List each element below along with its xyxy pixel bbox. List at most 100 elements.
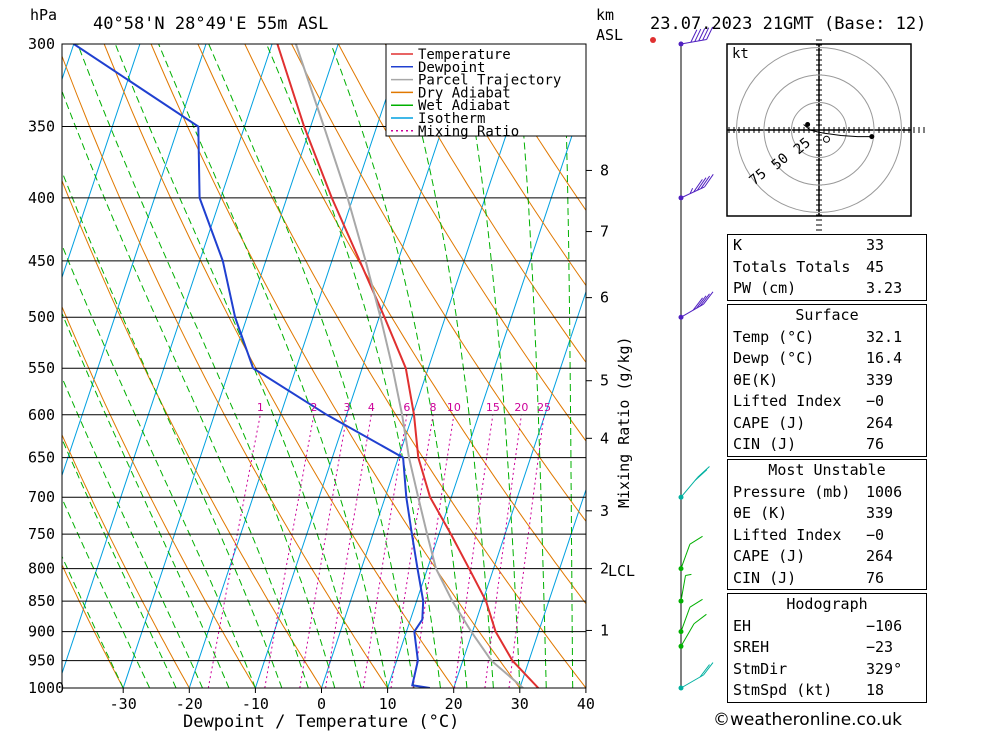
index-label: Lifted Index — [733, 392, 842, 410]
index-row: Lifted Index −0 — [728, 391, 926, 413]
wind-barb-half-flag — [685, 573, 692, 576]
surface-title: Surface — [795, 306, 859, 324]
index-label: StmDir — [733, 659, 788, 678]
index-value: 3.23 — [866, 279, 903, 297]
wind-barb-flag — [697, 466, 710, 478]
wet-adiabat-line — [62, 170, 283, 688]
index-row: Totals Totals 45 — [728, 257, 926, 279]
hodograph-trace — [803, 124, 872, 138]
wind-barb-flag — [699, 664, 710, 678]
hpa-unit: hPa — [30, 6, 57, 24]
hodograph-point — [805, 122, 811, 127]
wind-barb-flag — [693, 179, 703, 193]
lcl-label: LCL — [608, 562, 635, 580]
mixing-ratio-label: 2 — [310, 401, 317, 414]
index-value: 339 — [866, 504, 894, 522]
index-value: 76 — [866, 435, 885, 453]
wind-barb-flag — [694, 469, 708, 481]
pressure-tick-label: 750 — [28, 525, 55, 543]
legend-entry: Wet Adiabat — [418, 98, 511, 114]
km-tick-label: 5 — [600, 372, 609, 390]
index-row: StmDir 329° — [728, 659, 926, 681]
index-value: 45 — [866, 257, 885, 276]
km-tick-label: 2 — [600, 560, 609, 578]
mixing-ratio-label: 6 — [403, 401, 410, 414]
mixing-ratio-line — [207, 414, 261, 688]
dry-adiabat-line — [337, 44, 586, 442]
index-label: EH — [733, 616, 752, 635]
index-value: 16.4 — [866, 349, 903, 367]
mixing-ratio-label: 20 — [514, 401, 528, 414]
index-row: CIN (J) 76 — [728, 434, 926, 456]
hodograph-ring — [791, 102, 847, 158]
x-tick-label: 0 — [317, 695, 326, 713]
index-value: −23 — [866, 638, 894, 656]
plot-frame — [61, 43, 587, 689]
x-tick-label: 10 — [379, 695, 397, 713]
mixing-ratio-label: 3 — [343, 401, 350, 414]
wind-barb-flag — [689, 535, 703, 545]
wet-adiabat-line — [62, 312, 230, 688]
km-tick-label: 8 — [600, 161, 609, 179]
index-label: CAPE (J) — [733, 547, 806, 565]
wind-barb-flag — [706, 26, 714, 40]
index-row: CAPE (J) 264 — [728, 413, 926, 435]
index-row: PW (cm) 3.23 — [728, 278, 926, 300]
legend-entry: Mixing Ratio — [418, 124, 519, 140]
index-label: Lifted Index — [733, 525, 842, 544]
x-axis-label: Dewpoint / Temperature (°C) — [183, 712, 459, 732]
pressure-lines — [62, 43, 586, 689]
dry-adiabat-line — [62, 563, 124, 688]
most-unstable-title: Most Unstable — [768, 461, 886, 479]
index-value: −106 — [866, 616, 903, 635]
x-tick-label: 30 — [511, 695, 529, 713]
legend-entry: Parcel Trajectory — [418, 73, 561, 89]
wind-barb-shaft — [680, 544, 691, 569]
surface-panel: Surface Temp (°C) 32.1 Dewp (°C) 16.4 θE(K) 3… — [727, 304, 927, 457]
index-row: Dewp (°C) 16.4 — [728, 348, 926, 370]
legend-box — [385, 43, 587, 137]
isotherm-line — [387, 92, 586, 688]
pressure-tick-label: 400 — [28, 189, 55, 207]
index-label: θE(K) — [733, 370, 779, 389]
pressure-tick-label: 300 — [28, 35, 55, 53]
isotherm-line — [188, 44, 405, 688]
index-label: K — [733, 236, 743, 254]
index-value: 76 — [866, 568, 885, 587]
km-tick-label: 7 — [600, 223, 609, 241]
mixing-ratio-line — [299, 414, 348, 688]
wind-barb-flag — [694, 28, 702, 42]
isotherm-line — [321, 44, 537, 688]
pressure-tick-label: 700 — [28, 488, 55, 506]
series-lines — [73, 44, 540, 688]
index-label: CAPE (J) — [733, 413, 806, 432]
wet-adiabat-line — [114, 44, 362, 688]
pressure-axis: 300 350 400 450 500 550 600 650 700 750 800 850 900 9… — [28, 35, 64, 697]
wet-adiabat-line — [563, 44, 574, 688]
index-label: Dewp (°C) — [733, 349, 815, 367]
wind-barb-shaft — [680, 38, 707, 45]
index-label: StmSpd (kt) — [733, 681, 833, 699]
index-label: Totals Totals — [733, 257, 851, 276]
pressure-tick-label: 650 — [28, 449, 55, 467]
index-row: Pressure (mb) 1006 — [728, 482, 926, 504]
mixing-ratio-line — [484, 414, 522, 688]
mixing-ratio-line — [390, 414, 434, 688]
km-axis: 8 7 6 5 4 3 2 1 — [586, 161, 609, 639]
index-value: 329° — [866, 659, 903, 678]
index-value: 264 — [866, 547, 894, 565]
index-row: SREH −23 — [728, 637, 926, 659]
datetime-title: 23.07.2023 21GMT (Base: 12) — [650, 14, 926, 34]
pressure-tick-label: 550 — [28, 359, 55, 377]
mixing-ratio-label: 4 — [368, 401, 375, 414]
hodograph-title: Hodograph — [786, 595, 868, 613]
asl-unit: ASL — [596, 26, 623, 44]
legend-entry: Temperature — [418, 47, 511, 63]
index-value: 264 — [866, 413, 894, 432]
km-tick-label: 6 — [600, 289, 609, 307]
dry-adiabat-line — [103, 44, 455, 688]
index-value: 32.1 — [866, 327, 903, 346]
pressure-tick-label: 900 — [28, 623, 55, 641]
